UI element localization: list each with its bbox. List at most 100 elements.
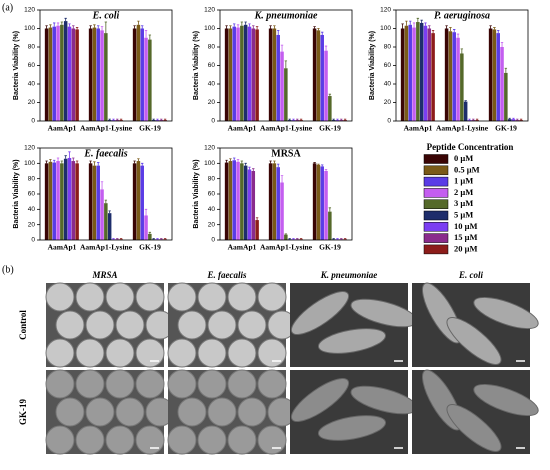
column-title: E. faecalis [207, 270, 247, 280]
error-bar [60, 160, 64, 164]
error-bar [49, 24, 52, 28]
cell [45, 425, 75, 455]
bar [71, 161, 76, 240]
error-bar [420, 19, 423, 23]
error-bar [280, 175, 284, 183]
error-bar [233, 157, 236, 161]
error-bar [244, 21, 247, 25]
chart-title: E. faecalis [83, 148, 127, 159]
cell [317, 415, 387, 441]
chart-title: E. coli [92, 10, 120, 21]
x-tick-label: AamAp1-Lysine [260, 243, 313, 252]
error-bar [504, 67, 508, 73]
y-tick-label: 40 [28, 206, 36, 213]
bar [500, 47, 504, 121]
y-tick-label: 80 [208, 44, 216, 51]
x-tick-label: AamAp1 [228, 124, 257, 133]
sem-image [45, 369, 175, 455]
bar [463, 101, 468, 121]
y-tick-label: 100 [24, 25, 35, 32]
cell [473, 296, 539, 330]
error-bar [277, 163, 280, 168]
bar [496, 33, 500, 121]
bar [504, 72, 508, 121]
bar [291, 120, 296, 121]
error-bar [519, 118, 523, 121]
bar [104, 33, 108, 121]
cell [135, 282, 165, 312]
bar [331, 120, 336, 121]
column-title: K. pneumoniae [320, 270, 378, 280]
y-tick-label: 0 [31, 118, 35, 125]
sem-image [45, 282, 175, 368]
bar [295, 120, 300, 121]
error-bar [288, 118, 291, 121]
error-bar [64, 17, 67, 22]
error-bar [97, 162, 100, 166]
error-bar [100, 181, 104, 190]
error-bar [468, 118, 471, 121]
bar [88, 28, 93, 121]
bar [60, 24, 64, 121]
cell [167, 338, 197, 368]
legend-label: 0 μM [454, 153, 473, 163]
cell [105, 369, 135, 399]
error-bar [133, 25, 136, 29]
error-bar [112, 238, 115, 240]
error-bar [401, 23, 404, 29]
cell [177, 310, 207, 340]
bar [132, 28, 137, 121]
error-bar [244, 162, 247, 166]
bar [427, 28, 432, 121]
y-tick-label: 60 [28, 191, 36, 198]
error-bar [104, 21, 108, 34]
y-tick-label: 100 [380, 25, 391, 32]
bar [136, 161, 141, 240]
error-bar [236, 24, 240, 28]
bar [320, 166, 324, 240]
bar [284, 68, 288, 121]
bar [284, 234, 288, 240]
error-bar [317, 28, 320, 31]
error-bar [273, 25, 276, 29]
bar [56, 25, 60, 122]
cell [227, 282, 257, 312]
sem-image [290, 283, 418, 367]
error-bar [336, 118, 339, 121]
cell [75, 369, 105, 399]
bar [232, 26, 236, 121]
error-bar [409, 20, 412, 25]
error-bar [428, 25, 431, 29]
cell [290, 291, 350, 335]
bar [280, 182, 284, 240]
error-bar [53, 159, 56, 163]
error-bar [156, 118, 159, 121]
bar [515, 120, 520, 121]
bar [247, 26, 252, 121]
bar [268, 28, 273, 121]
error-bar [332, 238, 335, 240]
bar [276, 34, 280, 121]
bar [324, 50, 328, 122]
error-bar [321, 164, 324, 167]
cell [135, 338, 165, 368]
error-bar [424, 22, 427, 26]
bar [475, 120, 479, 121]
x-tick-label: AamAp1-Lysine [80, 124, 133, 133]
error-bar [49, 159, 52, 162]
error-bar [72, 157, 75, 162]
bar [52, 26, 56, 121]
bar [67, 26, 72, 121]
sem-image [167, 369, 297, 455]
bar [144, 37, 148, 121]
bar [92, 27, 97, 122]
error-bar [116, 118, 119, 121]
error-bar [225, 159, 228, 163]
legend-swatch [423, 188, 449, 198]
bar [328, 211, 332, 240]
error-bar [512, 117, 515, 120]
y-tick-label: 120 [24, 145, 35, 152]
error-bar [449, 27, 452, 32]
error-bar [255, 26, 259, 30]
